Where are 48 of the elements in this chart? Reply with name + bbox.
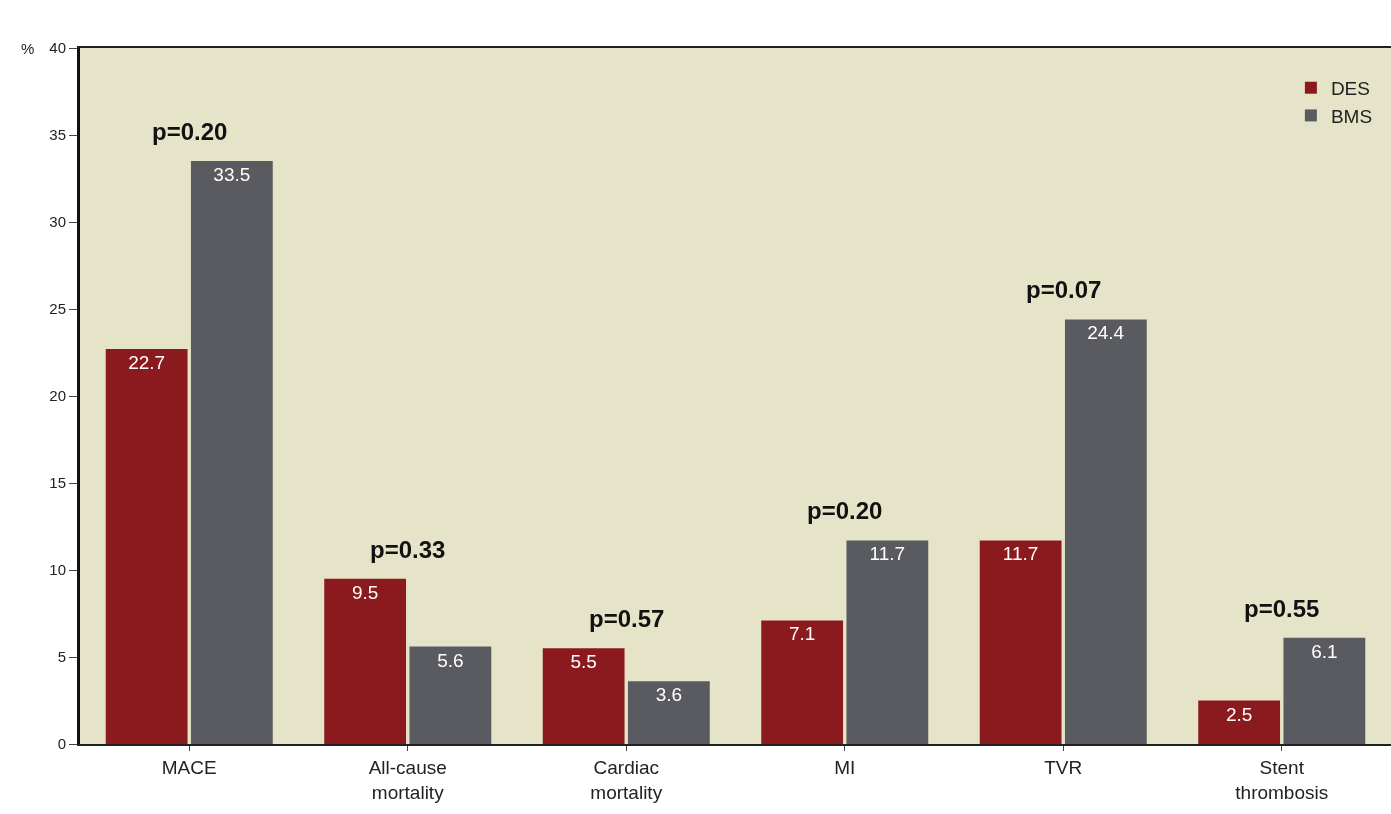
y-tick-label: 15 bbox=[49, 474, 66, 492]
data-label: 24.4 bbox=[1087, 322, 1125, 344]
data-label: 22.7 bbox=[128, 352, 166, 374]
y-tick-label: 5 bbox=[57, 648, 66, 666]
bar bbox=[1283, 637, 1366, 744]
data-label: 5.6 bbox=[437, 649, 464, 671]
bar bbox=[324, 578, 407, 744]
bar bbox=[761, 620, 844, 744]
bar bbox=[105, 349, 188, 744]
y-tick-label: 35 bbox=[49, 126, 66, 144]
y-tick-label: 20 bbox=[49, 387, 66, 405]
y-tick-label: 40 bbox=[49, 39, 66, 57]
bar bbox=[1198, 700, 1281, 744]
legend-label: BMS bbox=[1330, 105, 1373, 127]
y-tick-label: 0 bbox=[57, 735, 66, 753]
annotation: p=0.07 bbox=[1026, 276, 1102, 303]
x-tick-label: Stent thrombosis bbox=[1235, 756, 1329, 803]
data-label: 2.5 bbox=[1225, 703, 1253, 725]
data-label: 11.7 bbox=[1002, 543, 1039, 565]
y-axis-title: % bbox=[21, 40, 35, 57]
annotation: p=0.33 bbox=[370, 536, 446, 563]
legend-label: DES bbox=[1330, 78, 1370, 100]
x-tick-label: TVR bbox=[1044, 756, 1083, 778]
bar bbox=[190, 161, 273, 744]
data-label: 5.5 bbox=[570, 651, 597, 673]
y-tick-label: 10 bbox=[49, 561, 66, 579]
annotation: p=0.20 bbox=[807, 497, 883, 524]
annotation: p=0.20 bbox=[152, 118, 228, 145]
data-label: 6.1 bbox=[1311, 640, 1338, 662]
annotation: p=0.55 bbox=[1244, 595, 1320, 622]
bar bbox=[979, 540, 1062, 744]
y-tick-label: 25 bbox=[49, 300, 66, 318]
bar bbox=[846, 540, 929, 744]
data-label: 11.7 bbox=[869, 543, 906, 565]
data-label: 33.5 bbox=[213, 164, 251, 186]
x-tick-label: All-cause mortality bbox=[368, 756, 447, 803]
data-label: 9.5 bbox=[351, 581, 379, 603]
bar bbox=[542, 648, 625, 744]
data-label: 7.1 bbox=[788, 623, 816, 645]
y-tick-label: 30 bbox=[49, 213, 66, 231]
data-label: 3.6 bbox=[655, 684, 683, 706]
bar bbox=[409, 646, 492, 744]
annotation: p=0.57 bbox=[589, 605, 665, 632]
x-tick-label: MI bbox=[834, 756, 856, 778]
x-tick-label: MACE bbox=[161, 756, 217, 778]
bar bbox=[627, 681, 710, 744]
x-tick-label: Cardiac mortality bbox=[590, 756, 663, 803]
bar bbox=[1064, 319, 1147, 744]
